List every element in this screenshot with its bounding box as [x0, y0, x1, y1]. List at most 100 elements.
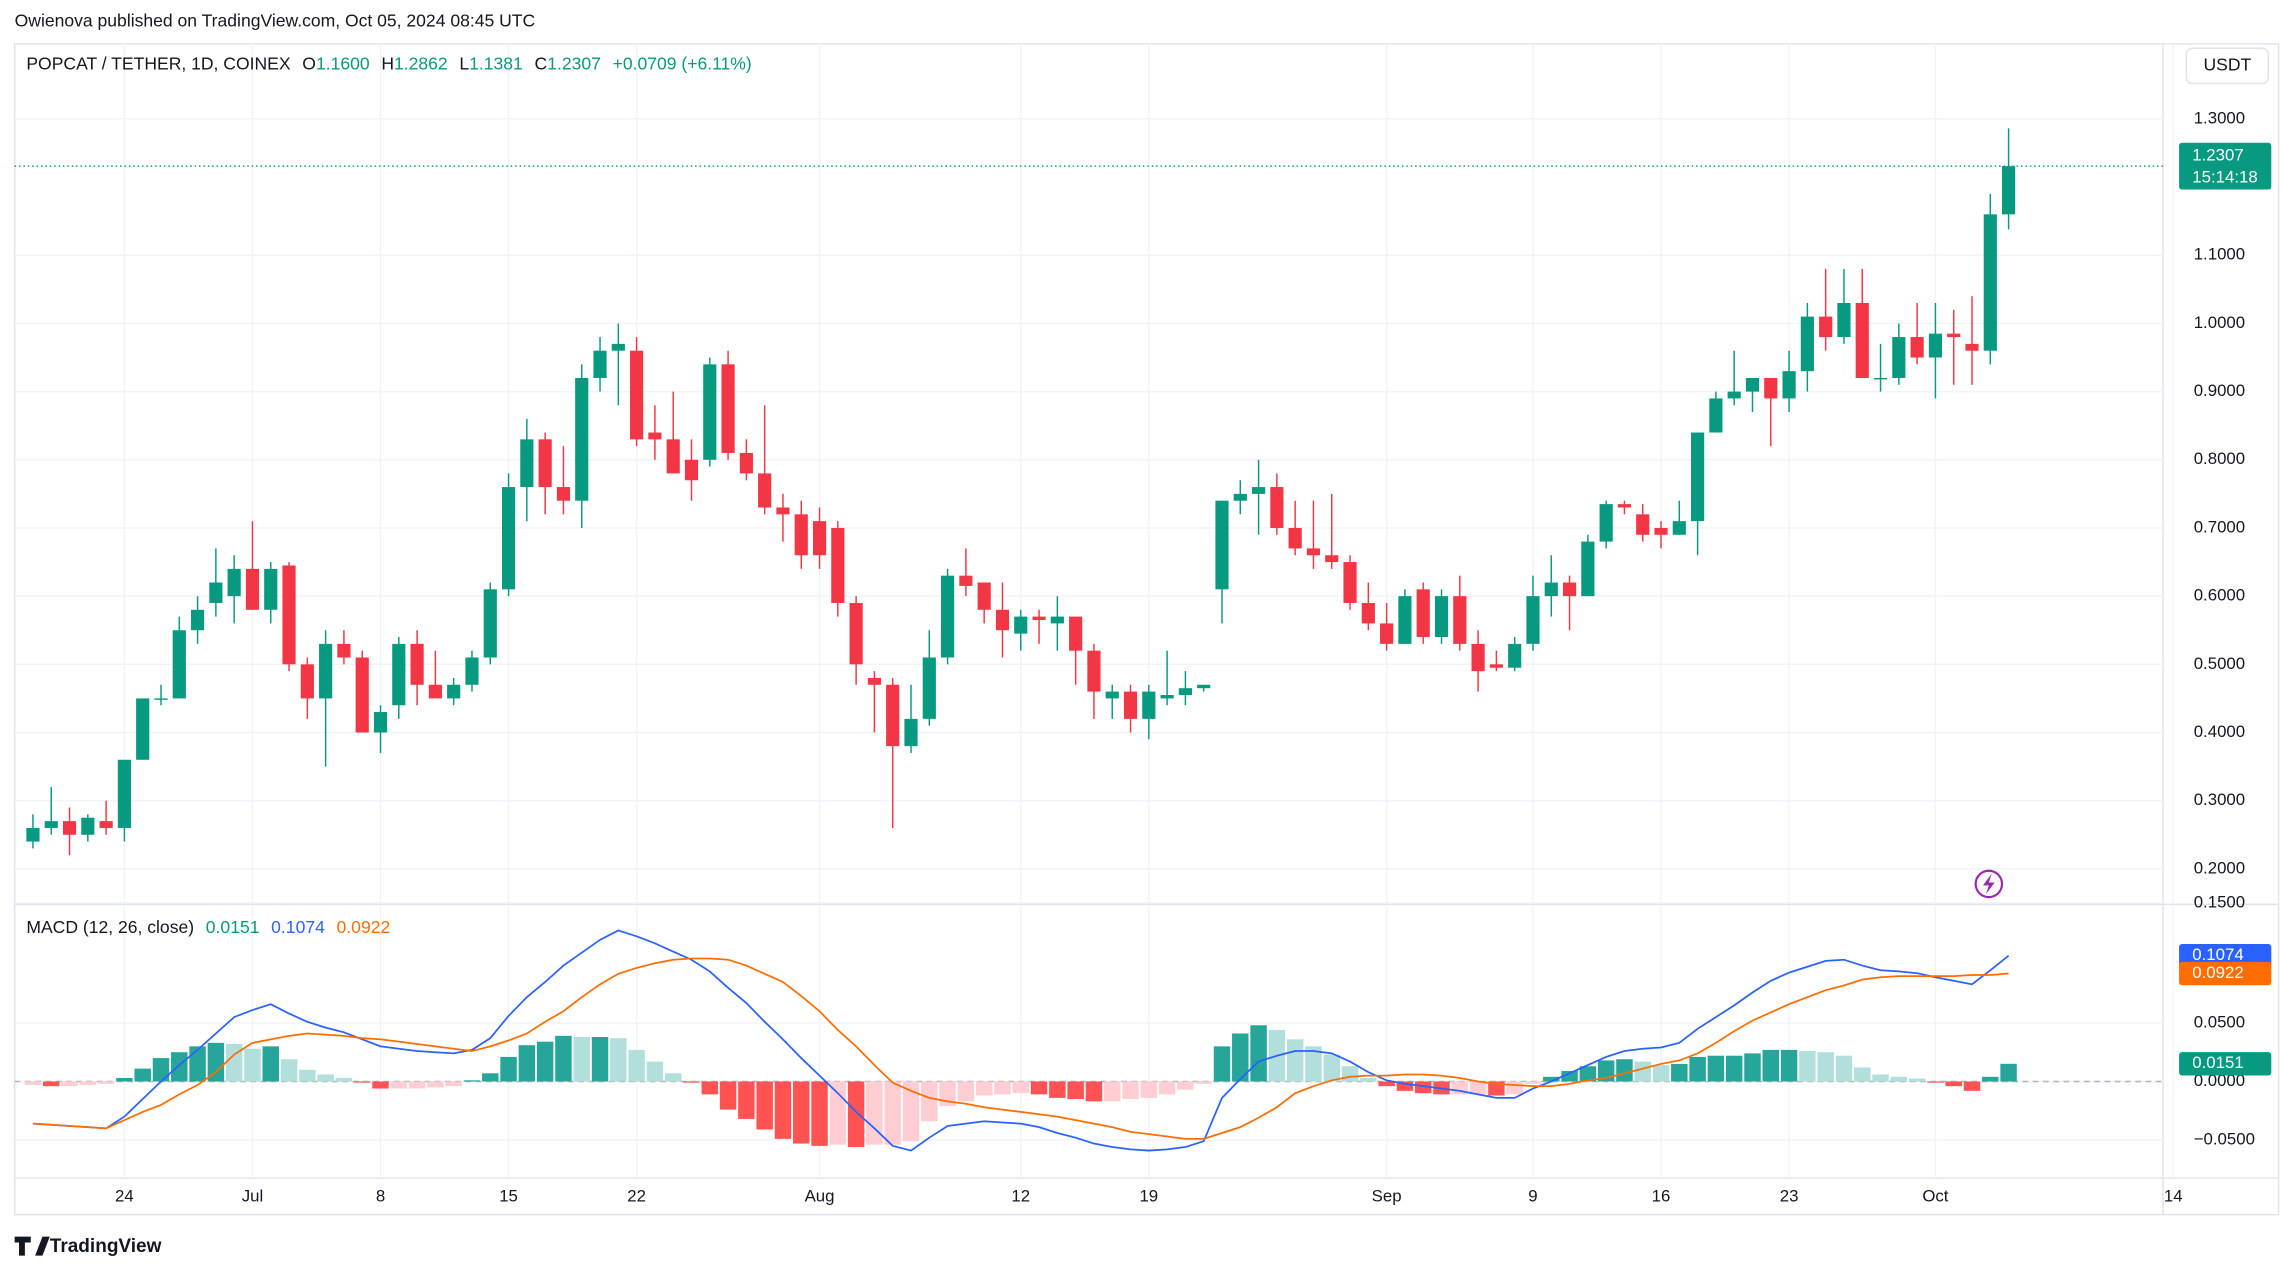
- histogram-bar: [756, 1081, 773, 1130]
- event-icon[interactable]: [1974, 869, 2004, 899]
- histogram-bar: [921, 1081, 938, 1122]
- candle-body: [1398, 596, 1412, 644]
- legend-values: O1.1600 H1.2862 L1.1381 C1.2307: [302, 53, 601, 73]
- candle-body: [1160, 695, 1174, 699]
- histogram-bar: [97, 1081, 115, 1084]
- candle-body: [1599, 504, 1613, 542]
- candle-body: [1233, 493, 1247, 501]
- macd-badge: [2179, 944, 2272, 968]
- histogram-bar: [536, 1041, 554, 1082]
- candle-body: [1325, 555, 1339, 563]
- logo-mark: [14, 1236, 50, 1256]
- candle-body: [26, 827, 40, 842]
- candle-body: [1819, 316, 1833, 338]
- candle-body: [812, 521, 827, 556]
- currency-box[interactable]: [2185, 47, 2270, 85]
- macd-line: [32, 929, 2010, 1152]
- histogram-bar: [1122, 1081, 1139, 1100]
- candle-body: [922, 657, 936, 719]
- candle-body: [684, 459, 699, 481]
- histogram-bar: [829, 1081, 847, 1145]
- candle-body: [1745, 377, 1760, 392]
- legend-value: 1.1600: [316, 53, 370, 73]
- candle-body: [483, 589, 497, 658]
- candle-body: [794, 514, 808, 556]
- x-tick-label: 19: [1139, 1187, 1158, 1206]
- candle-body: [1434, 596, 1449, 638]
- candle-body: [1617, 504, 1632, 508]
- histogram-bar: [1854, 1067, 1871, 1082]
- x-tick-label: 8: [376, 1187, 385, 1206]
- candle-body: [703, 364, 717, 460]
- candle-body: [1928, 333, 1943, 358]
- candle-body: [1562, 582, 1577, 597]
- candle-body: [556, 487, 571, 501]
- candle-body: [227, 568, 241, 597]
- y-tick-label: 0.9000: [2194, 381, 2245, 400]
- marks: [14, 128, 2163, 1152]
- macd-badge-value: 0.1074: [2192, 945, 2243, 964]
- y-tick-label: 1.1000: [2194, 245, 2245, 264]
- histogram-bar: [1414, 1081, 1432, 1094]
- histogram-bar: [372, 1081, 389, 1089]
- candle-body: [1764, 377, 1778, 399]
- histogram-bar: [591, 1036, 609, 1082]
- x-tick-label: 12: [1011, 1187, 1030, 1206]
- histogram-bar: [1689, 1056, 1706, 1082]
- histogram-bar: [1872, 1074, 1889, 1082]
- histogram-bar: [1945, 1081, 1962, 1087]
- histogram-bar: [1049, 1081, 1066, 1098]
- histogram-bar: [847, 1081, 865, 1148]
- candle-body: [428, 684, 442, 699]
- histogram-bar: [1963, 1081, 1981, 1091]
- histogram-bar: [1195, 1081, 1212, 1084]
- currency[interactable]: USDT: [2203, 54, 2251, 74]
- histogram-bar: [500, 1056, 517, 1082]
- histogram-bar: [1030, 1081, 1048, 1095]
- legend-value: 1.2307: [547, 53, 601, 73]
- candle-body: [190, 609, 205, 631]
- histogram-bar: [244, 1048, 261, 1082]
- price-badge-value: 1.2307: [2192, 145, 2243, 164]
- candle-body: [62, 821, 77, 835]
- candle-body: [300, 664, 314, 699]
- y-tick-label: 0.6000: [2194, 586, 2245, 605]
- frame: [13, 43, 2280, 1216]
- y-tick-label: 0.1500: [2194, 892, 2245, 911]
- candle-body: [1636, 514, 1650, 535]
- histogram-bar: [1103, 1081, 1121, 1102]
- candle-body: [264, 568, 278, 610]
- candle-body: [959, 575, 973, 586]
- candle-body: [172, 630, 186, 699]
- y-tick-label: 1.3000: [2194, 108, 2245, 127]
- candle-body: [1197, 684, 1211, 689]
- legend-key: C: [535, 53, 548, 73]
- candle-body: [886, 684, 900, 747]
- candle-body: [209, 582, 223, 603]
- candle-body: [1032, 616, 1046, 621]
- x-tick-label: 23: [1780, 1187, 1799, 1206]
- legend-key: L: [459, 53, 469, 73]
- candle-body: [1691, 432, 1705, 522]
- histogram-bar: [1232, 1033, 1249, 1082]
- candle-body: [758, 473, 772, 508]
- histogram-bar: [262, 1046, 279, 1082]
- histogram-bar: [1725, 1055, 1743, 1082]
- candle-body: [1471, 643, 1485, 672]
- candle-body: [776, 507, 790, 515]
- histogram-bar: [445, 1081, 462, 1087]
- candle-body: [245, 568, 260, 610]
- histogram-bar: [79, 1081, 97, 1085]
- candle-body: [1965, 343, 1979, 351]
- macd-title: MACD (12, 26, close): [26, 916, 194, 936]
- candle-body: [1983, 214, 1997, 351]
- x-tick-label: 9: [1528, 1187, 1537, 1206]
- histogram-bar: [1360, 1077, 1377, 1082]
- footer: TradingView: [50, 1236, 162, 1257]
- histogram-bar: [738, 1081, 755, 1119]
- legend-key: O: [302, 53, 316, 73]
- legend-key: H: [381, 53, 394, 73]
- candle-body: [1178, 688, 1192, 696]
- symbol: POPCAT / TETHER, 1D, COINEX: [26, 53, 291, 73]
